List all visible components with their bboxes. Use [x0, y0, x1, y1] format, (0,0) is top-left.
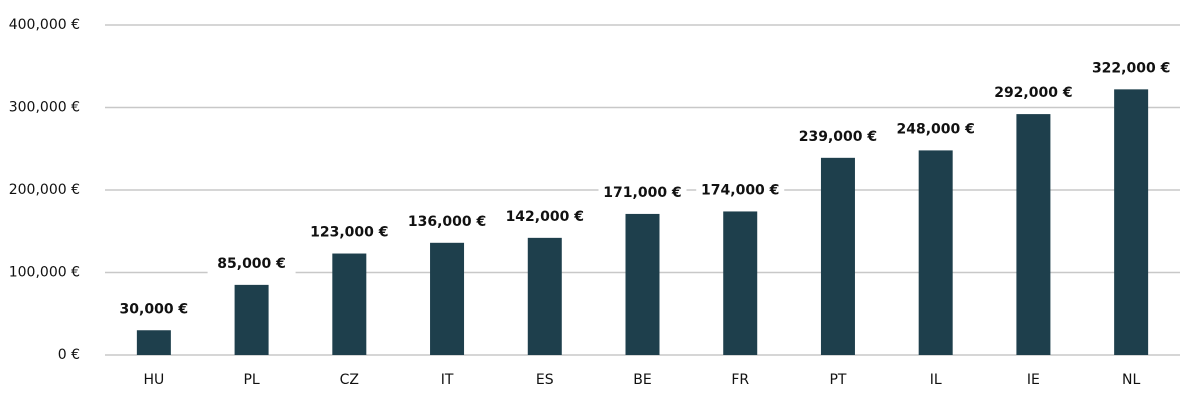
x-tick-label: HU	[143, 372, 164, 388]
y-tick-label: 200,000 €	[9, 182, 80, 198]
value-label: 30,000 €	[120, 301, 189, 317]
label-background	[403, 210, 492, 233]
value-label: 174,000 €	[701, 182, 779, 198]
value-label: 142,000 €	[506, 209, 584, 225]
label-background	[696, 179, 785, 202]
y-tick-label: 300,000 €	[9, 100, 80, 116]
label-background	[598, 181, 687, 204]
value-label: 171,000 €	[603, 185, 681, 201]
y-tick-label: 100,000 €	[9, 265, 80, 281]
x-tick-label: BE	[633, 372, 651, 388]
bar	[1114, 89, 1149, 355]
x-tick-label: ES	[536, 372, 554, 388]
x-tick-label: FR	[731, 372, 749, 388]
x-tick-label: PL	[243, 372, 259, 388]
x-tick-label: PT	[829, 372, 846, 388]
bar	[1016, 114, 1051, 355]
value-label: 248,000 €	[896, 121, 974, 137]
value-label: 292,000 €	[994, 85, 1072, 101]
value-label: 136,000 €	[408, 214, 486, 230]
bar	[918, 150, 953, 355]
bar	[234, 284, 269, 355]
label-background	[500, 205, 589, 228]
bar	[820, 157, 855, 355]
label-background	[1087, 57, 1176, 80]
label-background	[891, 118, 980, 141]
label-background	[793, 125, 882, 148]
bar	[136, 330, 171, 355]
y-tick-label: 400,000 €	[9, 17, 80, 33]
label-background	[989, 82, 1078, 105]
value-label: 322,000 €	[1092, 60, 1170, 76]
x-tick-label: CZ	[340, 372, 359, 388]
y-tick-label: 0 €	[58, 347, 80, 363]
bar	[625, 213, 660, 355]
label-background	[109, 298, 198, 321]
x-tick-label: NL	[1122, 372, 1140, 388]
bar	[527, 237, 562, 355]
value-label: 239,000 €	[799, 129, 877, 145]
bar	[332, 253, 367, 355]
x-tick-label: IL	[930, 372, 942, 388]
bar	[430, 242, 465, 355]
x-tick-label: IT	[441, 372, 454, 388]
x-tick-label: IE	[1027, 372, 1040, 388]
value-label: 85,000 €	[217, 256, 286, 272]
bar	[723, 211, 758, 355]
label-background	[305, 221, 394, 244]
value-label: 123,000 €	[310, 225, 388, 241]
label-background	[207, 252, 296, 275]
